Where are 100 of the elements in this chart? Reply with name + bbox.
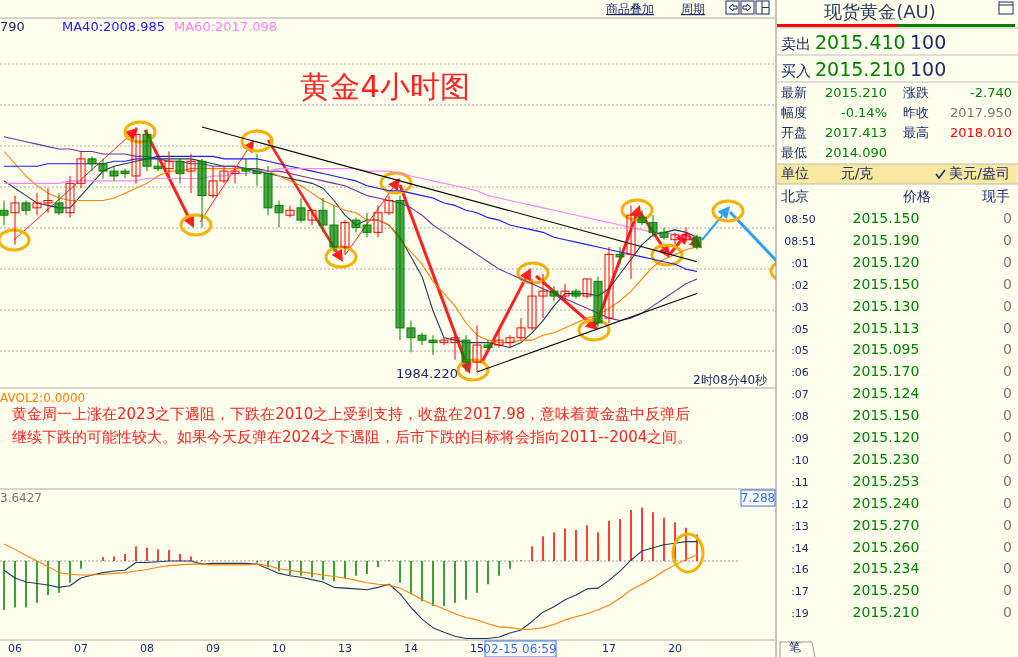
text: 0 [1003, 560, 1012, 577]
text: :17 [791, 585, 809, 599]
text: :16 [791, 563, 809, 577]
text: :09 [791, 432, 809, 445]
text: 2015.150 [852, 210, 920, 226]
text: 最新 [781, 85, 807, 100]
x-tick-label: 17 [602, 642, 616, 655]
text: 黄金周一上涨在2023之下遇阻，下跌在2010之上受到支持，收盘在2017.98，意味着黄金盘中反弹后 [12, 405, 691, 423]
x-tick-label: 20 [668, 642, 682, 655]
text: 2015.253 [852, 472, 920, 489]
text: 2015.270 [852, 516, 920, 533]
text: 笔 [789, 640, 801, 654]
text: 2015.240 [852, 494, 920, 511]
text: 7.288 [740, 491, 776, 505]
x-tick-label: 13 [338, 642, 352, 655]
x-tick-label: 08 [140, 642, 154, 655]
text: 2015.120 [852, 429, 920, 445]
text: 2015.260 [852, 538, 920, 555]
text: :13 [791, 519, 809, 533]
text: 2015.150 [852, 275, 920, 292]
text: 2015.150 [852, 407, 920, 424]
text: 2018.010 [949, 125, 1012, 140]
candlestick [615, 246, 625, 265]
text: 2015.234 [852, 560, 920, 577]
text: 昨收 [903, 105, 929, 120]
text: 2015.170 [852, 363, 920, 380]
candlestick [131, 126, 141, 184]
candlestick [307, 209, 317, 226]
text: 美元/盎司 [949, 165, 1010, 181]
text: 价格 [902, 188, 931, 204]
text: MA40:2008.985 [62, 19, 166, 34]
text: :10 [791, 453, 809, 467]
text: :14 [791, 541, 809, 555]
text: 0 [1003, 516, 1012, 533]
text: 0 [1003, 253, 1012, 270]
candlestick [54, 192, 64, 216]
text: 0 [1003, 210, 1012, 226]
text: 790 [0, 19, 25, 34]
text: 0 [1003, 297, 1012, 314]
text: AVOL2:0.0000 [0, 391, 86, 405]
text: 0 [1003, 341, 1012, 358]
text: 0 [1003, 319, 1012, 336]
text: 0 [1003, 472, 1012, 489]
candlestick [340, 219, 350, 255]
candlestick [0, 200, 9, 226]
candlestick [604, 246, 614, 324]
text: 2015.410 [815, 31, 906, 53]
text: 0 [1003, 538, 1012, 555]
text: 2015.210 [815, 58, 906, 80]
candlestick [472, 324, 482, 373]
text: 2017.950 [949, 105, 1012, 120]
candlestick [186, 153, 196, 194]
x-tick-label: 14 [404, 642, 418, 655]
candlestick [582, 278, 592, 299]
candlestick [164, 151, 174, 177]
text: 2015.130 [852, 297, 920, 314]
x-tick-label: 09 [206, 642, 220, 655]
text: :01 [791, 256, 809, 270]
candlestick [285, 204, 295, 219]
text: 2015.210 [824, 85, 887, 100]
text: 2015.190 [852, 231, 920, 248]
candlestick [549, 285, 559, 302]
text: 100 [910, 58, 947, 80]
text: 3.6427 [0, 491, 42, 505]
text: :11 [791, 475, 809, 489]
text: 周期 [681, 2, 705, 16]
text: 元/克 [840, 165, 874, 181]
candlestick [626, 204, 636, 280]
text: 单位 [781, 165, 809, 181]
text: 08:51 [784, 234, 816, 248]
text: :02 [791, 278, 809, 292]
text: 继续下跌的可能性较大。如果今天反弹在2024之下遇阻，后市下跌的目标将会指向2011--2004之间。 [12, 428, 693, 446]
chart-title: 黄金4小时图 [300, 69, 470, 104]
text: 100 [910, 31, 947, 53]
candlestick [10, 195, 20, 246]
text: :07 [791, 388, 809, 402]
text: 0 [1003, 407, 1012, 424]
text: :12 [791, 497, 809, 511]
text: 02-15 06:59 [483, 642, 557, 656]
text: :05 [791, 322, 809, 336]
text: 0 [1003, 604, 1012, 621]
candlestick [175, 158, 185, 184]
text: 0 [1003, 385, 1012, 402]
x-tick-label: 07 [74, 642, 88, 655]
candlestick [560, 283, 570, 302]
candlestick [296, 197, 306, 224]
text: 现手 [982, 188, 1010, 204]
text: 0 [1003, 494, 1012, 511]
text: -2.740 [970, 85, 1012, 100]
text: :08 [791, 410, 809, 424]
text: 卖出 [781, 35, 811, 53]
text: MA60:2017.098 [174, 19, 278, 34]
text: 最低 [781, 145, 807, 160]
text: 2015.230 [852, 450, 920, 467]
x-tick-label: 10 [272, 642, 286, 655]
text: 买入 [781, 62, 811, 80]
text: 2015.210 [852, 604, 920, 621]
text: 2015.095 [852, 341, 920, 358]
text: 2015.124 [852, 385, 920, 402]
x-tick-label: 06 [8, 642, 22, 655]
